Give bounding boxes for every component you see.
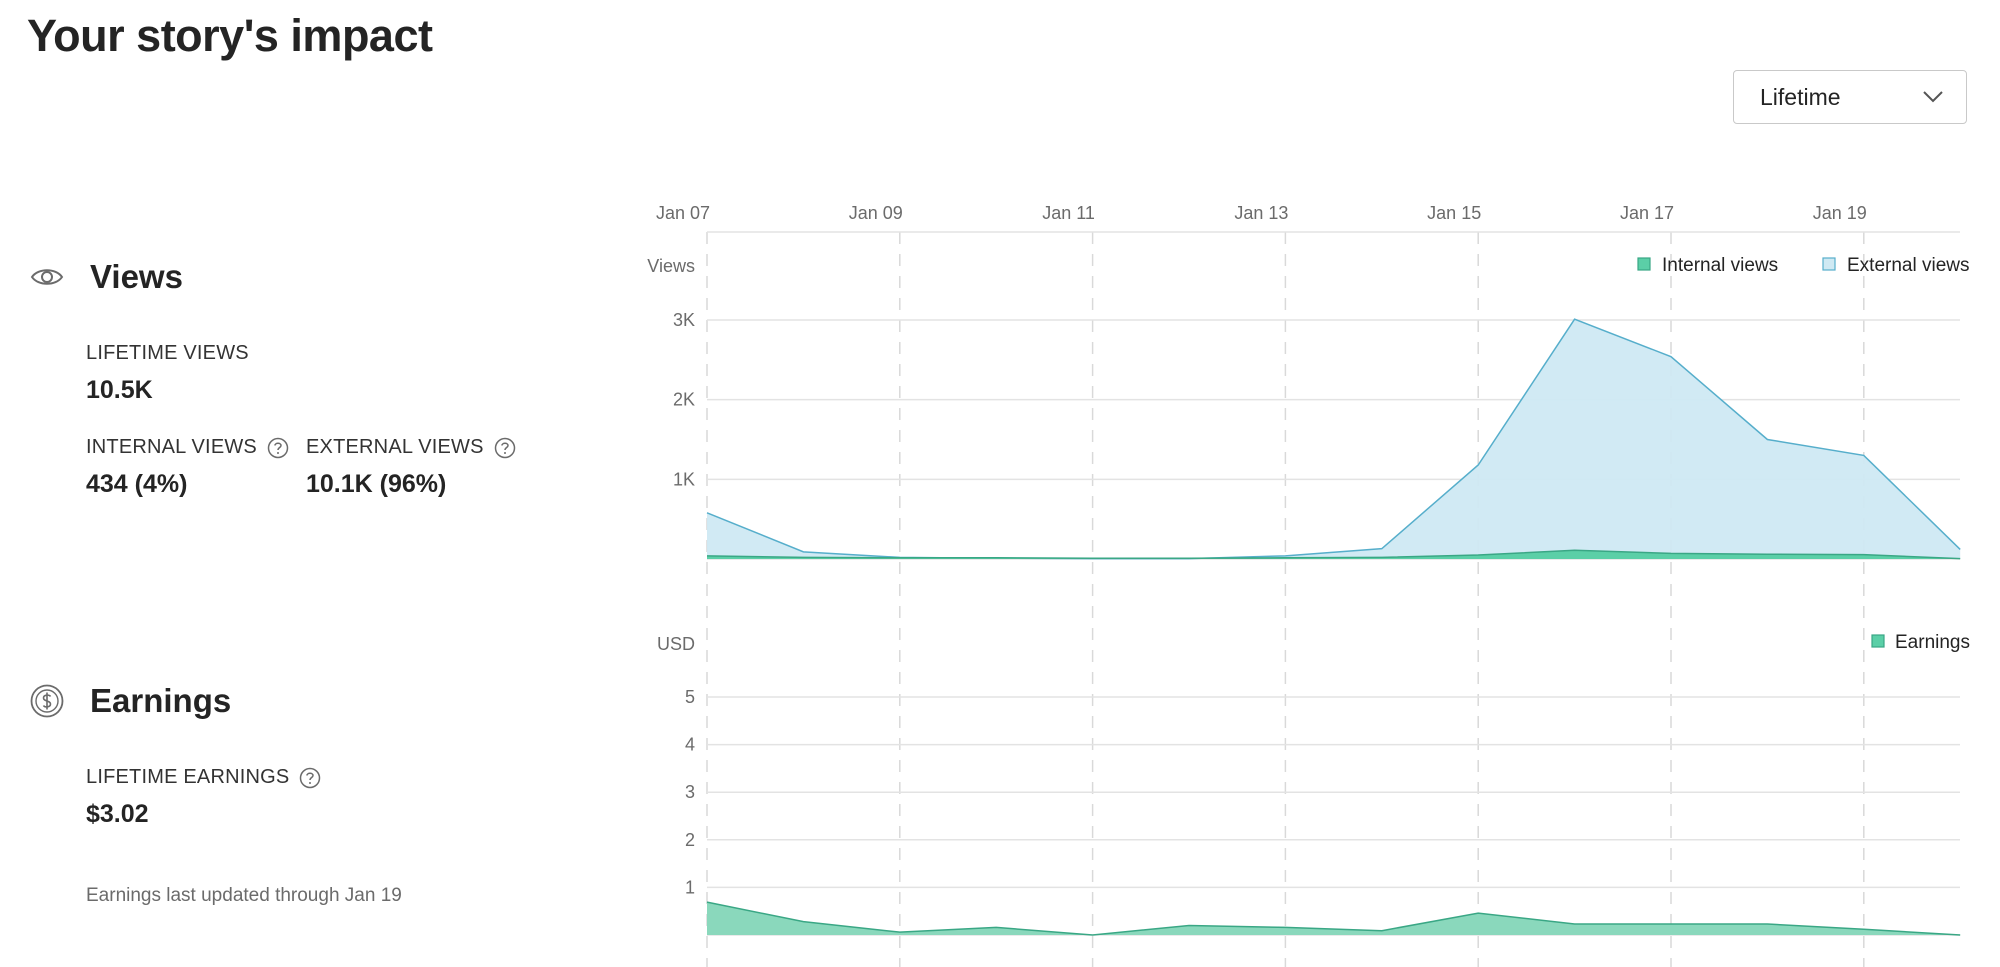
y-tick-label: 3K: [673, 310, 695, 330]
y-tick-label: 5: [685, 687, 695, 707]
x-tick-label: Jan 11: [1042, 203, 1095, 223]
views-axis-title: Views: [647, 256, 695, 276]
y-tick-label: 2: [685, 830, 695, 850]
external-views-value: 10.1K (96%): [306, 470, 447, 498]
internal-views-value: 434 (4%): [86, 470, 188, 498]
earnings-line: [706, 901, 1961, 936]
external-views-area: [707, 319, 1961, 559]
external-views-label-text: EXTERNAL VIEWS: [306, 436, 484, 458]
internal-views-line: [706, 549, 1961, 560]
question-circle-icon[interactable]: [267, 437, 289, 459]
y-tick-label: 2K: [673, 390, 695, 410]
eye-icon: [30, 269, 64, 285]
chevron-down-icon: [1923, 91, 1943, 103]
external-views-label: EXTERNAL VIEWS: [306, 436, 516, 459]
x-tick-label: Jan 09: [849, 203, 903, 223]
earnings-title: Earnings: [90, 682, 232, 719]
lifetime-views-value: 10.5K: [86, 376, 153, 404]
legend-label-earnings: Earnings: [1895, 632, 1970, 653]
x-tick-label: Jan 07: [656, 203, 710, 223]
internal-views-label: INTERNAL VIEWS: [86, 436, 289, 459]
earnings-axis-title: USD: [657, 634, 695, 654]
page-title: Your story's impact: [27, 10, 433, 61]
x-tick-label: Jan 17: [1620, 203, 1674, 223]
internal-views-area: [707, 550, 1961, 559]
question-circle-icon[interactable]: [299, 767, 321, 789]
dollar-coin-icon: [30, 684, 64, 718]
lifetime-earnings-label-text: LIFETIME EARNINGS: [86, 766, 290, 788]
earnings-area: [707, 902, 1961, 935]
y-tick-label: 3: [685, 782, 695, 802]
earnings-footnote: Earnings last updated through Jan 19: [86, 885, 402, 906]
lifetime-earnings-value: $3.02: [86, 800, 149, 828]
date-range-value: Lifetime: [1760, 83, 1841, 110]
x-tick-label: Jan 15: [1427, 203, 1481, 223]
internal-views-label-text: INTERNAL VIEWS: [86, 436, 257, 458]
earnings-section-header: Earnings: [30, 682, 231, 720]
lifetime-earnings-label: LIFETIME EARNINGS: [86, 766, 321, 789]
legend-swatch-external: [1822, 257, 1836, 271]
views-title: Views: [90, 258, 183, 295]
legend-label-internal: Internal views: [1662, 255, 1778, 276]
x-tick-label: Jan 19: [1813, 203, 1867, 223]
lifetime-views-label: LIFETIME VIEWS: [86, 342, 249, 365]
legend-label-external: External views: [1847, 255, 1970, 276]
lifetime-views-label-text: LIFETIME VIEWS: [86, 342, 249, 364]
legend-swatch-earnings: [1871, 634, 1885, 648]
views-section-header: Views: [30, 258, 183, 296]
y-tick-label: 1K: [673, 469, 695, 489]
y-tick-label: 4: [685, 735, 695, 755]
y-tick-label: 1: [685, 877, 695, 897]
x-tick-label: Jan 13: [1234, 203, 1288, 223]
date-range-select[interactable]: Lifetime: [1733, 70, 1967, 124]
legend-swatch-internal: [1637, 257, 1651, 271]
question-circle-icon[interactable]: [494, 437, 516, 459]
